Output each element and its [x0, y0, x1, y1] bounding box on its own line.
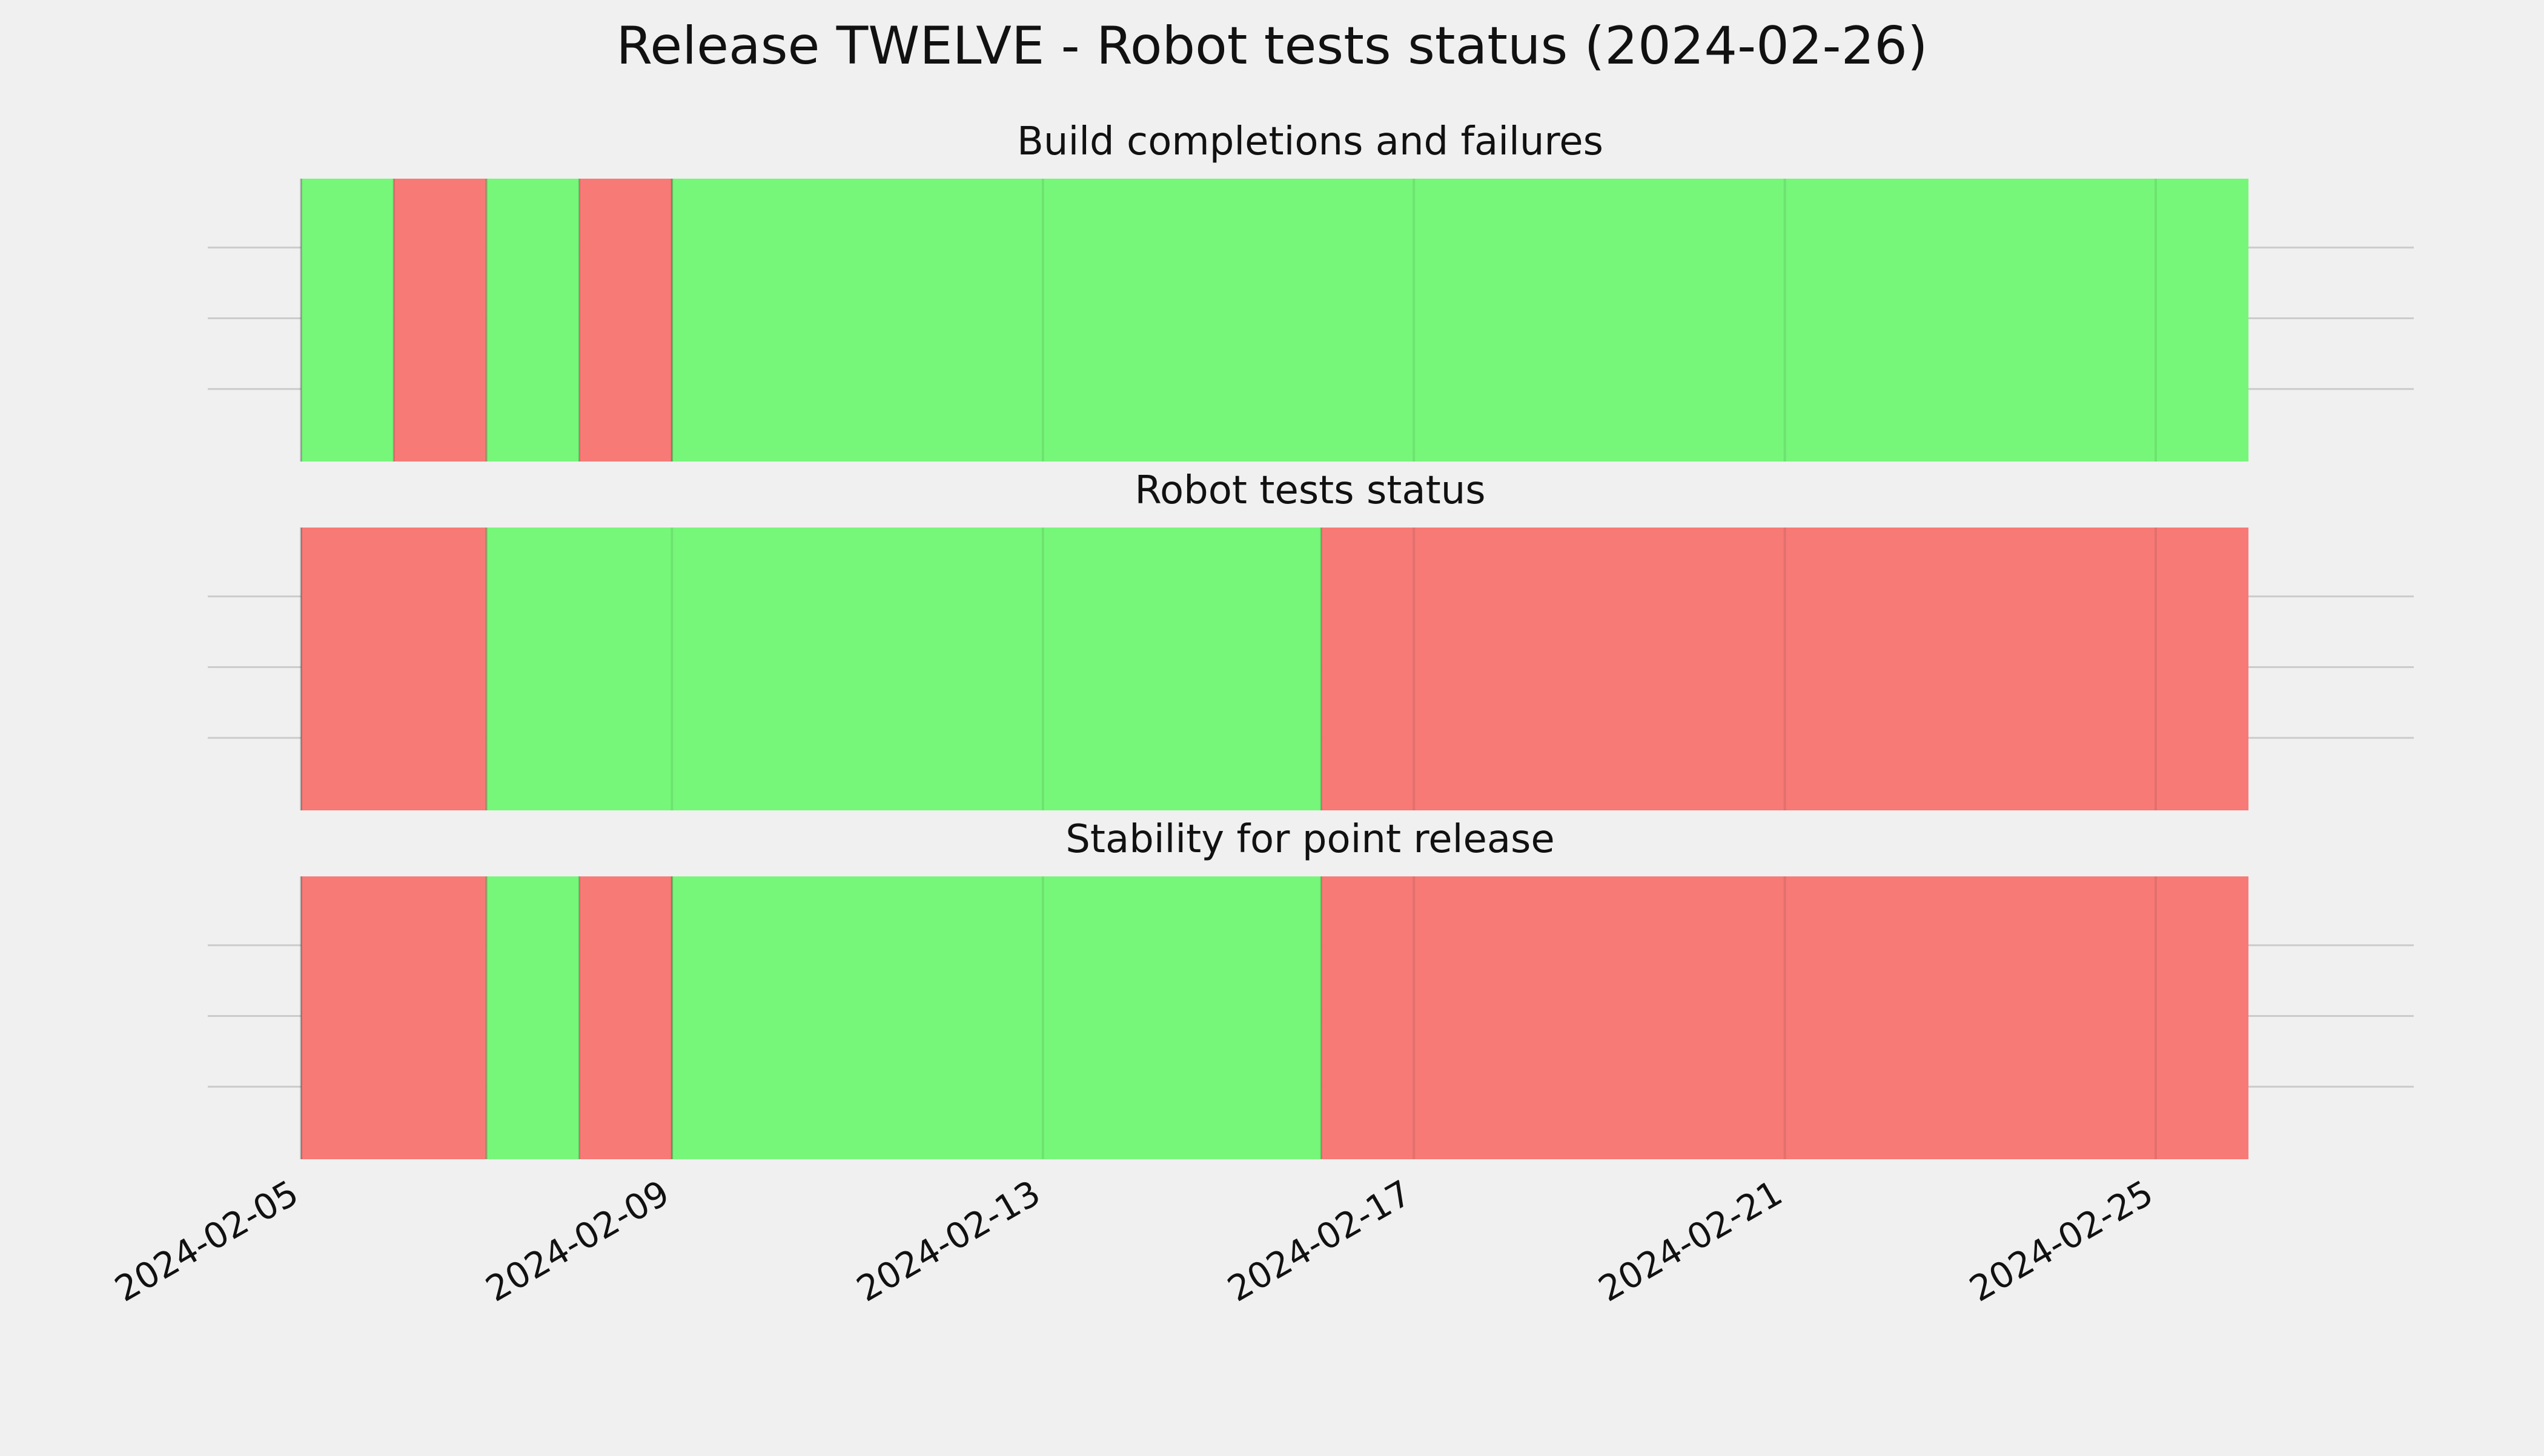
status-segment-fail [579, 876, 672, 1159]
status-segment-pass [486, 876, 580, 1159]
panel-title: Stability for point release [1065, 817, 1555, 862]
status-segment-pass [672, 876, 1322, 1159]
x-tick-label: 2024-02-25 [1963, 1172, 2160, 1309]
status-segment-fail [301, 528, 487, 810]
status-segment-pass [486, 528, 1322, 810]
status-segment-pass [672, 179, 2249, 462]
panel-title: Build completions and failures [1017, 119, 1603, 164]
x-tick-label: 2024-02-13 [850, 1172, 1047, 1309]
status-segment-fail [301, 876, 487, 1159]
panel-title: Robot tests status [1135, 468, 1485, 513]
x-tick-label: 2024-02-09 [479, 1172, 676, 1309]
status-segment-fail [394, 179, 487, 462]
status-segment-pass [301, 179, 394, 462]
status-segment-fail [579, 179, 672, 462]
x-tick-label: 2024-02-21 [1592, 1172, 1789, 1309]
x-tick-label: 2024-02-17 [1221, 1172, 1418, 1309]
chart-title: Release TWELVE - Robot tests status (202… [616, 16, 1927, 76]
status-segment-fail [1321, 528, 2249, 810]
status-segment-fail [1321, 876, 2249, 1159]
x-tick-label: 2024-02-05 [108, 1172, 305, 1309]
status-segment-pass [486, 179, 580, 462]
